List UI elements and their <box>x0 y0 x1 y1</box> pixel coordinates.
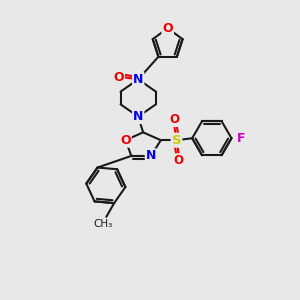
Text: O: O <box>169 113 179 126</box>
Text: N: N <box>133 110 143 123</box>
Text: O: O <box>173 154 184 167</box>
Text: N: N <box>146 149 156 162</box>
Text: CH₃: CH₃ <box>94 219 113 229</box>
Text: O: O <box>162 22 173 35</box>
Text: N: N <box>133 73 143 86</box>
Text: O: O <box>113 71 124 84</box>
Text: F: F <box>237 132 245 145</box>
Text: O: O <box>120 134 131 147</box>
Text: S: S <box>172 134 181 147</box>
